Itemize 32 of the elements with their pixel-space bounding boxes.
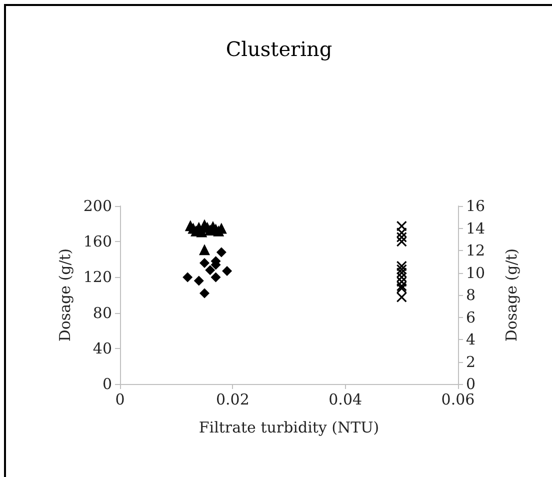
y2-tick-label: 0: [466, 375, 476, 393]
point: [194, 276, 204, 286]
point: [199, 244, 210, 256]
y-tick-label: 80: [92, 304, 112, 322]
y2-tick-label: 12: [466, 242, 486, 260]
y-tick-label: 0: [102, 375, 112, 393]
y2-tick-label: 2: [466, 352, 476, 371]
x-tick-label: 0: [115, 390, 125, 408]
point: [182, 272, 193, 282]
x-tick-label: 0.06: [441, 390, 475, 408]
point: [216, 247, 226, 258]
y-tick-label: 40: [92, 339, 112, 358]
y-tick-label: 200: [83, 197, 112, 215]
y-tick-label: 120: [83, 268, 112, 286]
point: [200, 258, 210, 268]
y2-tick-label: 10: [466, 264, 486, 282]
y2-tick-label: 16: [466, 197, 486, 215]
y2-tick-label: 4: [466, 330, 476, 348]
y-axis-title: Dosage (g/t): [56, 248, 74, 342]
point: [210, 272, 221, 282]
point: [205, 265, 216, 276]
y2-axis-title: Dosage (g/t): [502, 248, 520, 342]
point: [200, 288, 210, 298]
x-tick-label: 0.02: [216, 390, 250, 408]
point: [222, 266, 232, 276]
x-axis-title: Filtrate turbidity (NTU): [198, 418, 380, 436]
x-tick-label: 0.04: [328, 390, 362, 408]
chart-title: Clustering: [226, 37, 332, 61]
y2-tick-label: 6: [466, 308, 476, 326]
y2-tick-label: 14: [466, 219, 486, 238]
y2-tick-label: 8: [466, 286, 476, 304]
y-tick-label: 160: [83, 232, 112, 251]
